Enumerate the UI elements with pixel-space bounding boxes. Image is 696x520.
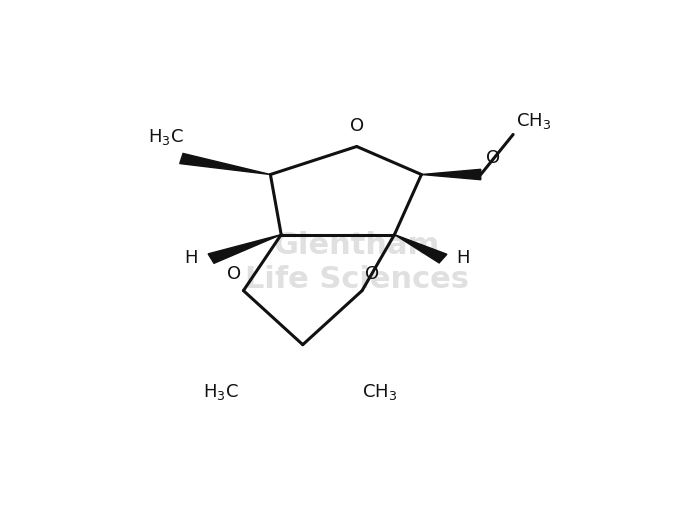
Polygon shape (180, 153, 270, 175)
Polygon shape (208, 235, 281, 263)
Text: $\mathregular{CH_3}$: $\mathregular{CH_3}$ (516, 111, 551, 131)
Text: $\mathregular{CH_3}$: $\mathregular{CH_3}$ (362, 382, 397, 401)
Polygon shape (422, 170, 481, 180)
Polygon shape (395, 235, 447, 263)
Text: O: O (349, 118, 364, 135)
Text: Glentham
Life Sciences: Glentham Life Sciences (245, 231, 468, 294)
Text: H: H (457, 249, 470, 267)
Text: O: O (227, 265, 241, 283)
Text: $\mathregular{H_3C}$: $\mathregular{H_3C}$ (203, 382, 239, 401)
Text: O: O (365, 265, 379, 283)
Text: H: H (184, 249, 198, 267)
Text: O: O (486, 149, 500, 166)
Text: $\mathregular{H_3C}$: $\mathregular{H_3C}$ (148, 127, 184, 147)
